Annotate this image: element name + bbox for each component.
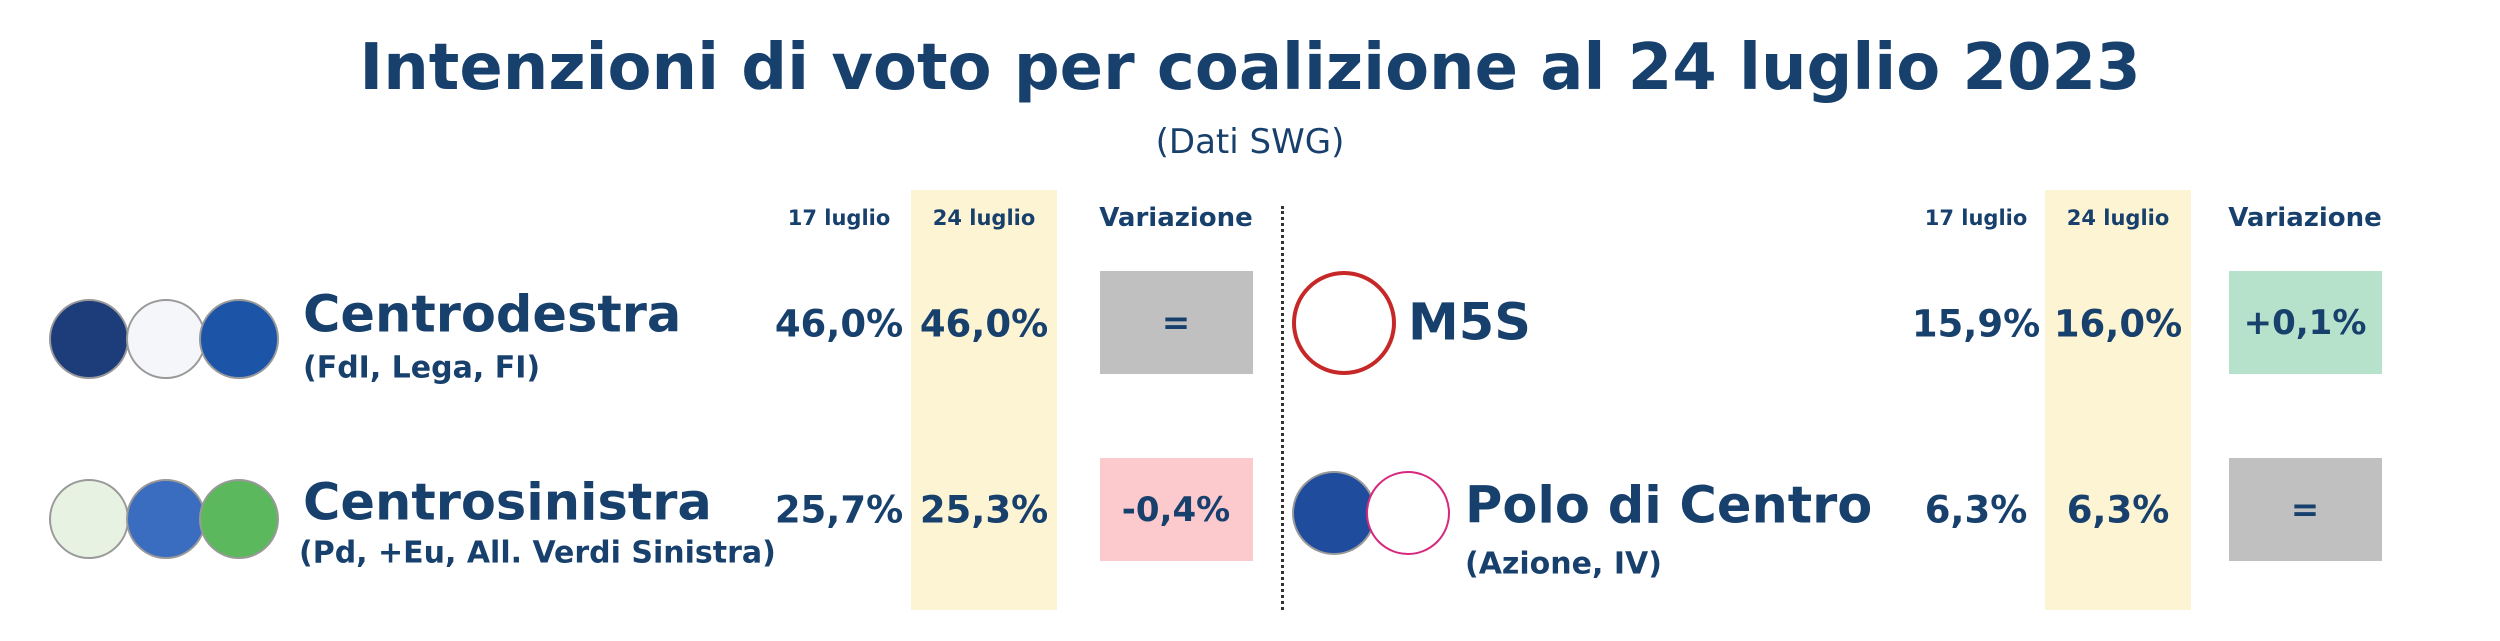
subtitle: (Dati SWG) [1155, 122, 1345, 162]
divider [1281, 206, 1284, 610]
column-header: 24 luglio [932, 206, 1036, 230]
value: 6,3% [1924, 488, 2028, 532]
column-header: 24 luglio [2066, 206, 2170, 230]
column-header: 17 luglio [787, 206, 891, 230]
column-header: Variazione [2228, 203, 2382, 233]
change-box [2229, 271, 2382, 374]
logo [1366, 471, 1450, 555]
change: +0,1% [2243, 303, 2367, 343]
logo [199, 299, 279, 379]
change: = [2290, 490, 2320, 530]
highlight-column [2045, 190, 2191, 610]
value: 46,0% [919, 302, 1049, 346]
row-detail: (Azione, IV) [1465, 546, 1662, 582]
row-name: M5S [1408, 293, 1531, 353]
title: Intenzioni di voto per coalizione al 24 … [359, 31, 2141, 105]
logo [1292, 471, 1376, 555]
value: 25,3% [919, 488, 1049, 532]
value: 25,7% [774, 488, 904, 532]
row-name: Centrosinistra [303, 473, 712, 533]
row-detail: (Pd, +Eu, All. Verdi Sinistra) [299, 535, 776, 571]
logo [49, 479, 129, 559]
logo [199, 479, 279, 559]
logo [126, 299, 206, 379]
logo [126, 479, 206, 559]
logo [49, 299, 129, 379]
column-header: 17 luglio [1924, 206, 2028, 230]
value: 16,0% [2053, 302, 2183, 346]
value: 15,9% [1911, 302, 2041, 346]
change-box [2229, 458, 2382, 561]
logo [1292, 271, 1396, 375]
row-name: Polo di Centro [1465, 476, 1873, 536]
change: -0,4% [1121, 490, 1231, 530]
change: = [1161, 303, 1191, 343]
change-box [1100, 458, 1253, 561]
change-box [1100, 271, 1253, 374]
highlight-column [911, 190, 1057, 610]
row-name: Centrodestra [303, 285, 682, 345]
value: 6,3% [2066, 488, 2170, 532]
column-header: Variazione [1099, 203, 1253, 233]
value: 46,0% [774, 302, 904, 346]
row-detail: (FdI, Lega, FI) [303, 350, 541, 386]
